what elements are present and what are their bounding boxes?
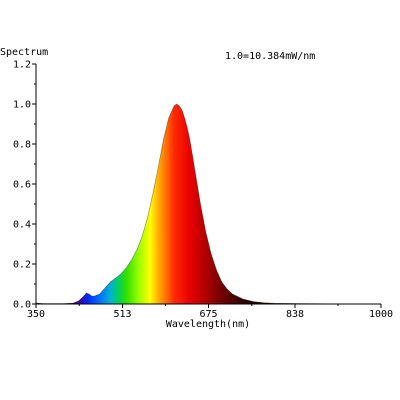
x-tick-label: 350 bbox=[27, 309, 45, 320]
x-axis-label: Wavelength(nm) bbox=[166, 319, 250, 330]
y-tick-label: 0.2 bbox=[13, 260, 31, 271]
y-tick-label: 0.4 bbox=[13, 220, 31, 231]
spectrum-line bbox=[35, 103, 382, 305]
y-tick-label: 0.0 bbox=[13, 300, 31, 311]
y-tick-label: 1.0 bbox=[13, 100, 31, 111]
x-tick-label: 838 bbox=[286, 309, 304, 320]
y-tick-label: 1.2 bbox=[13, 60, 31, 71]
plot-area bbox=[35, 103, 382, 305]
x-tick-label: 513 bbox=[113, 309, 131, 320]
axes: 0.0 0.2 0.4 0.6 0.8 1.0 1.2 350 513 675 838 1000 bbox=[13, 60, 393, 321]
scale-annotation: 1.0=10.384mW/nm bbox=[225, 51, 315, 62]
y-tick-label: 0.6 bbox=[13, 180, 31, 191]
x-tick-label: 675 bbox=[199, 309, 217, 320]
y-tick-label: 0.8 bbox=[13, 140, 31, 151]
spectrum-area bbox=[36, 104, 381, 304]
chart-title: Spectrum bbox=[0, 47, 48, 58]
x-tick-label: 1000 bbox=[369, 309, 393, 320]
